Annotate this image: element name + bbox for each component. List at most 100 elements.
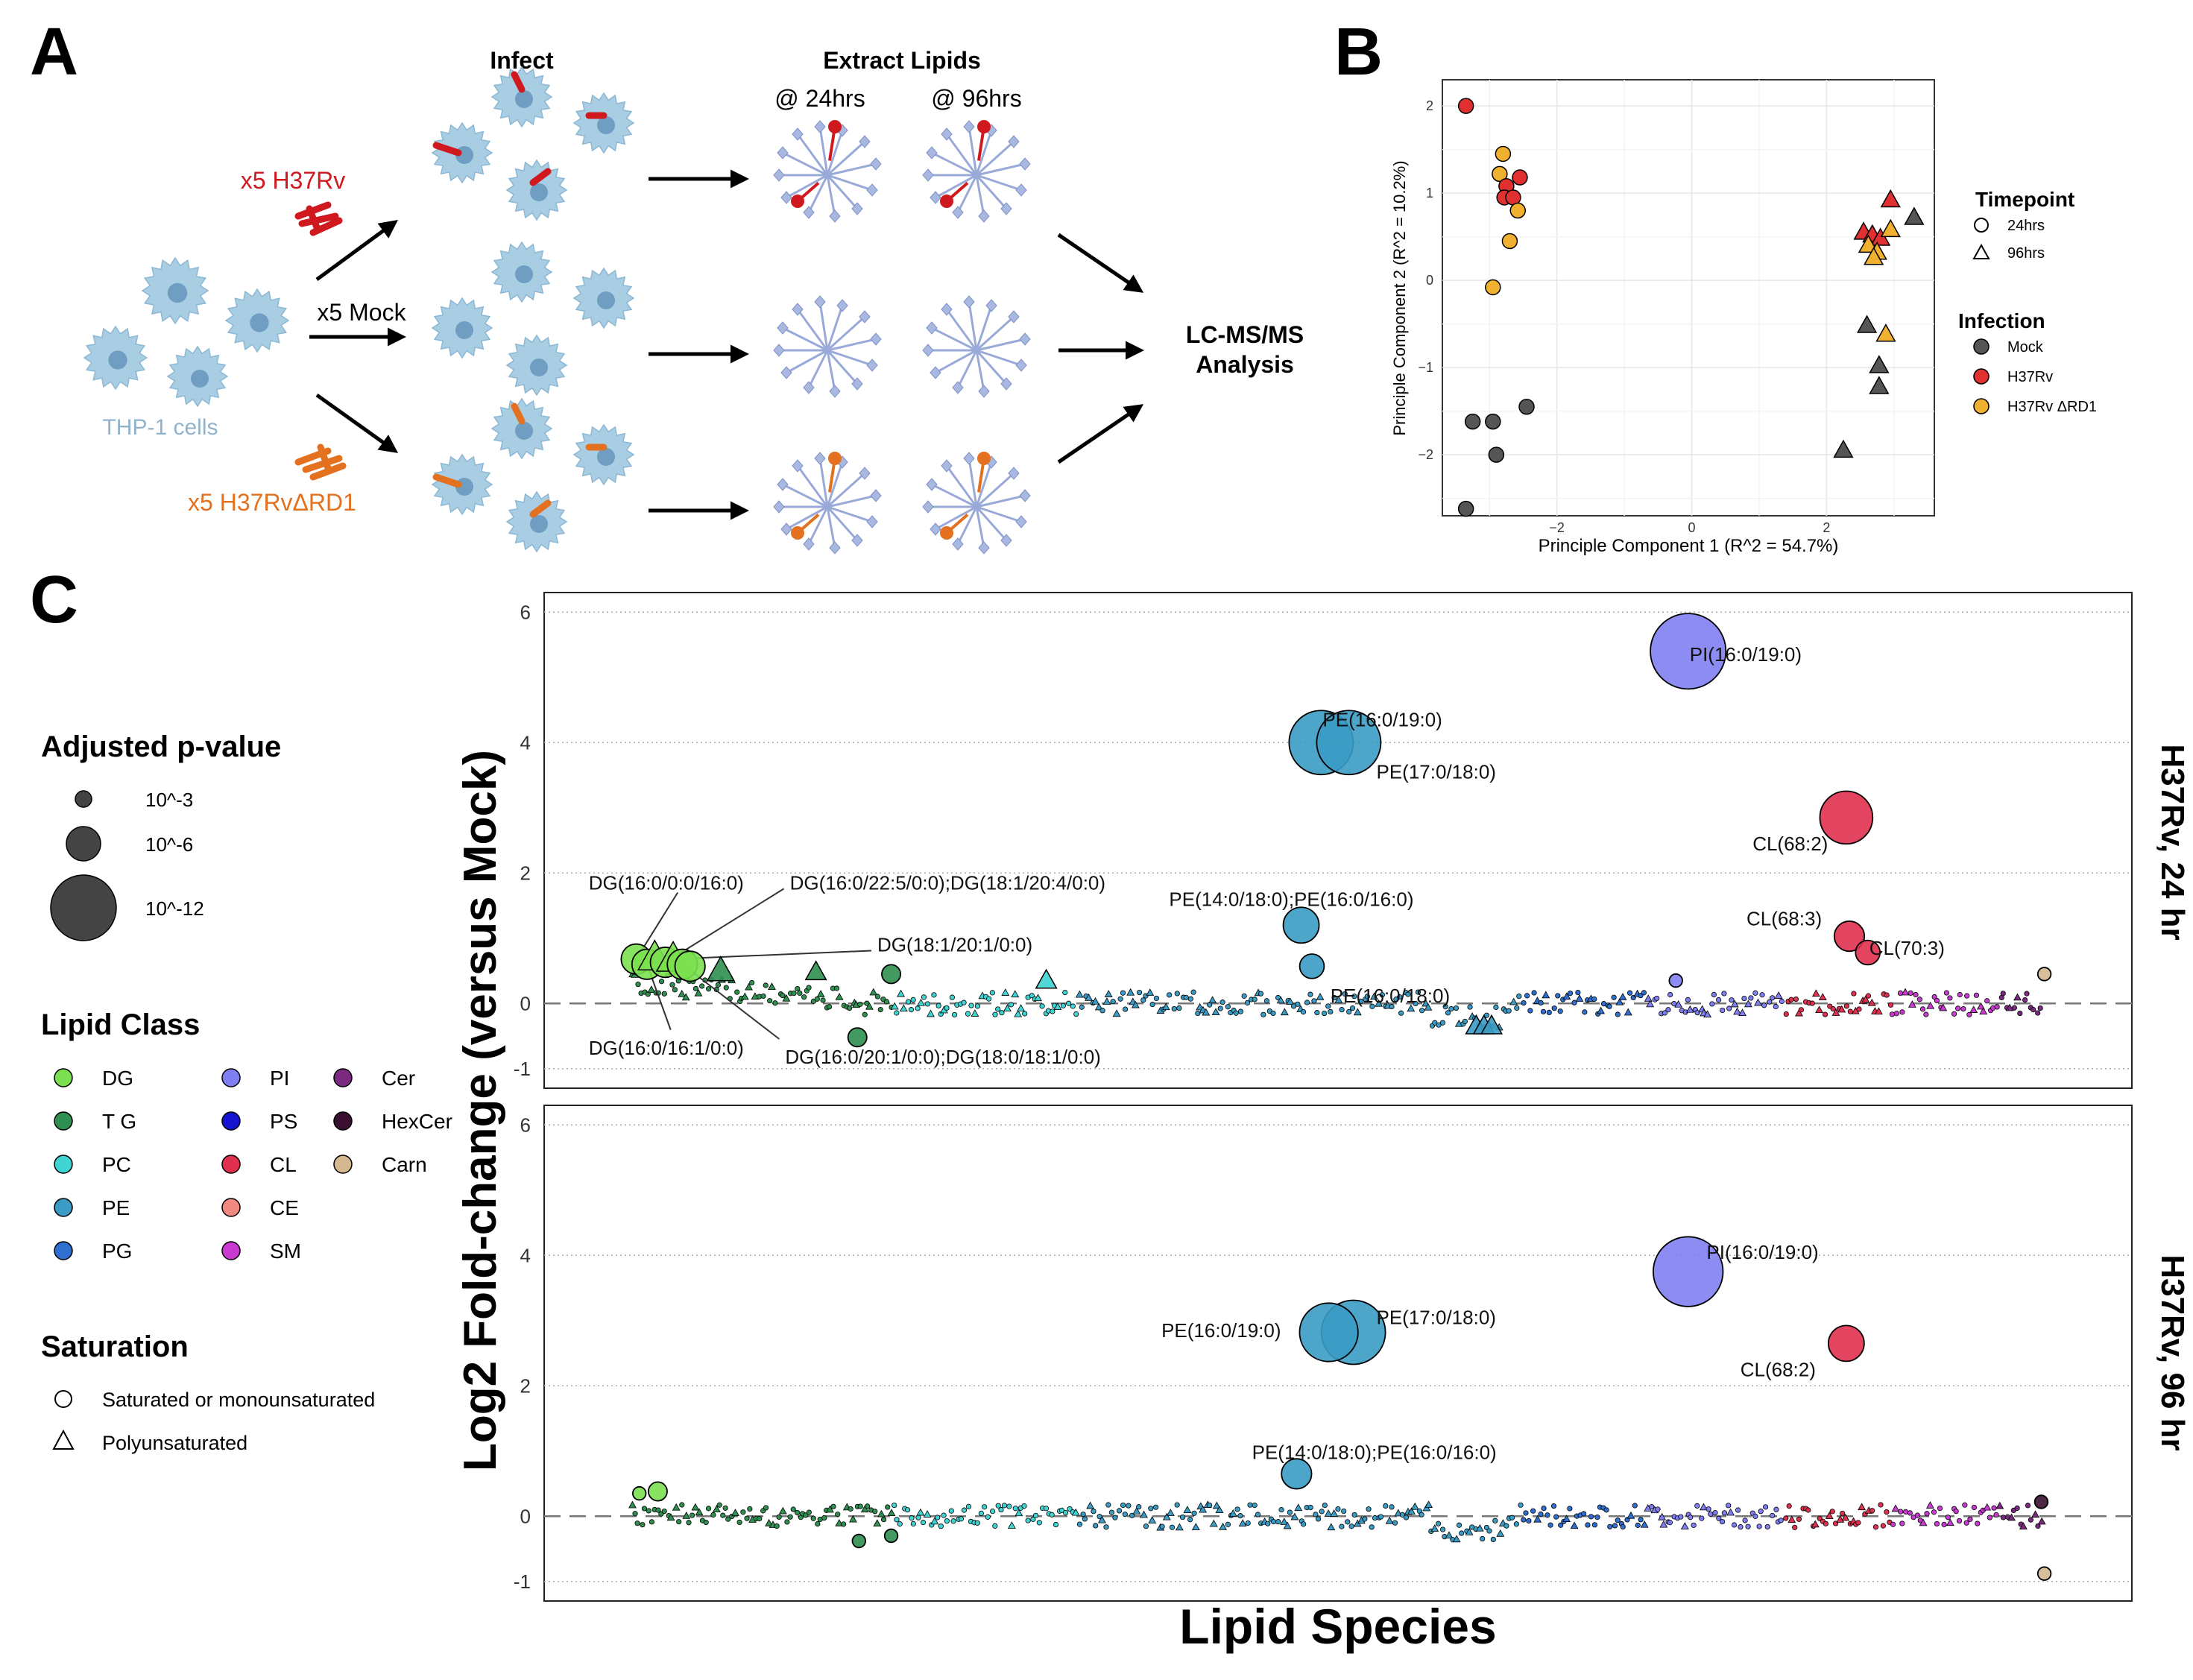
legend-class-label: HexCer	[382, 1110, 452, 1133]
lipid-tail-icon	[975, 350, 985, 392]
arrow-icon	[315, 393, 399, 453]
volcano-point-small	[1136, 989, 1143, 996]
volcano-point-small	[1624, 1008, 1632, 1016]
volcano-point-small	[1783, 1011, 1789, 1017]
volcano-point-small	[1678, 1514, 1684, 1520]
volcano-point-small	[1334, 996, 1343, 1003]
volcano-point-small	[1322, 1502, 1328, 1509]
volcano-point-small	[720, 1512, 726, 1518]
lipid-tail-icon	[975, 506, 1008, 541]
volcano-point-small	[921, 994, 927, 1000]
lipid-head-icon	[777, 478, 789, 491]
volcano-point-small	[2013, 993, 2022, 1001]
volcano-point-small	[1021, 1503, 1027, 1509]
volcano-point-small	[791, 990, 797, 997]
lipid-tail-icon	[826, 130, 844, 176]
volcano-point-small	[1315, 1516, 1322, 1522]
volcano-point-small	[877, 1006, 883, 1013]
volcano-point-small	[1880, 1523, 1886, 1529]
volcano-point-saturated	[632, 1485, 647, 1501]
volcano-point-small	[1869, 1508, 1875, 1514]
volcano-point-small	[951, 1011, 958, 1018]
volcano-point-small	[1966, 1011, 1972, 1017]
volcano-point-small	[780, 993, 786, 999]
volcano-point-small	[1211, 1008, 1220, 1016]
legend-class-marker	[54, 1068, 73, 1087]
lipid-tail-icon	[945, 465, 978, 508]
volcano-point-small	[1175, 1523, 1184, 1531]
pca-tick-labels: −2 0 2 −2 −1 0 1 2	[1418, 98, 1830, 535]
volcano-point-small	[915, 1515, 921, 1520]
volcano-point-small	[1212, 1501, 1221, 1509]
volcano-point-small	[1649, 1504, 1655, 1510]
volcano-point-small	[1191, 1510, 1197, 1516]
volcano-point-small	[1238, 1519, 1247, 1526]
volcano-point-small	[1245, 1520, 1251, 1526]
volcano-point-small	[731, 1509, 739, 1516]
volcano-point-small	[924, 1001, 931, 1007]
legend-class-label: PE	[102, 1196, 130, 1219]
volcano-point-small	[1923, 1011, 1929, 1017]
volcano-point-small	[1122, 1006, 1129, 1012]
legend-h37rv-label: H37Rv	[2007, 369, 2053, 385]
lipid-tail-icon	[975, 174, 985, 217]
pca-point-24hrs	[1488, 446, 1505, 463]
volcano-point-saturated	[1652, 1236, 1724, 1307]
volcano-point-small	[1369, 1524, 1375, 1530]
volcano-point-small	[1612, 1523, 1618, 1529]
volcano-point-small	[1805, 1507, 1811, 1513]
pca-legend: Timepoint 24hrs 96hrs Infection Mock H37…	[1958, 188, 2097, 415]
volcano-point-small	[877, 1509, 886, 1518]
volcano-point-small	[1314, 1010, 1320, 1016]
bacterium-icon	[317, 443, 332, 472]
cell-nucleus-icon	[597, 116, 615, 134]
pca-point-24hrs	[1464, 413, 1481, 430]
volcano-point-small	[1328, 1008, 1334, 1014]
volcano-point-small	[1752, 1513, 1758, 1519]
volcano-point-small	[2035, 1010, 2041, 1016]
volcano-point-small	[1195, 1010, 1201, 1017]
pca-point-96hrs	[1833, 439, 1854, 458]
volcano-point-small	[944, 1005, 950, 1011]
lipid-species-label: DG(16:0/0:0/16:0)	[589, 871, 744, 894]
volcano-point-small	[935, 1002, 941, 1008]
volcano-point-small	[1346, 1008, 1352, 1015]
lipid-head-icon	[866, 359, 878, 372]
volcano-point-small	[1899, 1520, 1905, 1526]
legend-pvalue-large-marker	[50, 874, 117, 941]
volcano-point-small	[995, 1503, 1001, 1509]
volcano-point-small	[1219, 1000, 1225, 1005]
volcano-point-small	[885, 1504, 891, 1510]
legend-class-marker	[54, 1198, 73, 1217]
volcano-point-small	[816, 990, 825, 997]
volcano-point-small	[768, 982, 776, 991]
volcano-point-small	[910, 997, 916, 1002]
volcano-legend: Adjusted p-value 10^-3 10^-6 10^-12 Lipi…	[41, 730, 452, 1454]
cell-nucleus-icon	[515, 265, 533, 283]
lipid-head-icon	[777, 321, 789, 335]
lipid-cluster-icon	[773, 120, 882, 223]
volcano-point-small	[1742, 1518, 1748, 1523]
lipid-cluster-icon	[922, 295, 1031, 398]
volcano-point-small	[1415, 989, 1421, 995]
pca-points	[1457, 98, 1925, 517]
volcano-point-small	[1779, 998, 1785, 1005]
volcano-point-small	[1126, 1503, 1132, 1509]
volcano-point-small	[1729, 997, 1735, 1003]
volcano-point-small	[1053, 1521, 1059, 1528]
legend-24hrs-label: 24hrs	[2007, 218, 2045, 234]
volcano-point-small	[745, 982, 753, 991]
volcano-point-small	[894, 1010, 900, 1016]
volcano-point-small	[1655, 1506, 1661, 1512]
volcano-point-small	[736, 1519, 742, 1526]
volcano-point-small	[1001, 988, 1010, 996]
legend-rd1-label: H37Rv ΔRD1	[2007, 399, 2097, 415]
volcano-point-small	[1960, 1005, 1966, 1012]
legend-polyunsaturated-label: Polyunsaturated	[102, 1432, 247, 1454]
volcano-point-small	[1843, 1003, 1849, 1009]
volcano-point-small	[897, 1521, 903, 1527]
volcano-point-small	[1575, 994, 1584, 1002]
volcano-point-small	[1146, 988, 1155, 996]
volcano-point-small	[782, 994, 791, 1002]
volcano-point-small	[1105, 1502, 1111, 1508]
